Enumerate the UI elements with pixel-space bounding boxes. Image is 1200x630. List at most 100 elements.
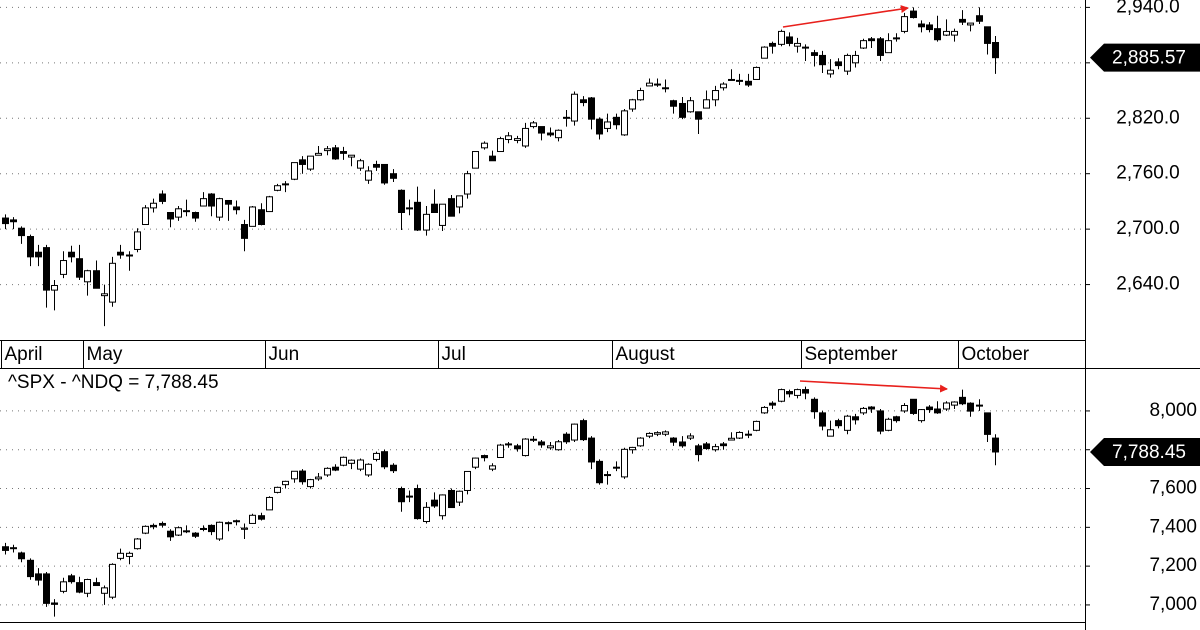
candle-body: [142, 207, 149, 226]
candle-body: [844, 54, 851, 72]
candle-body: [489, 155, 496, 162]
candle-body: [885, 418, 892, 431]
candle-body: [745, 433, 752, 436]
candle-body: [967, 402, 974, 412]
candle-body: [860, 40, 867, 49]
candle-body: [348, 459, 355, 464]
candle-body: [225, 522, 232, 525]
candle-body: [703, 99, 710, 109]
candle-body: [340, 151, 347, 154]
x-tick-label: Jun: [269, 344, 300, 365]
candle-body: [2, 546, 9, 551]
candle-body: [448, 198, 455, 217]
candle-body: [926, 24, 933, 31]
candle-body: [654, 432, 661, 435]
candle-body: [604, 474, 611, 477]
candle-body: [109, 563, 116, 598]
candle-body: [621, 110, 628, 136]
candle-body: [84, 579, 91, 594]
y-tick-label: 8,000: [1149, 400, 1197, 421]
x-tick-label: Jul: [442, 344, 466, 365]
candle-body: [992, 42, 999, 59]
candle-body: [563, 433, 570, 443]
candle-body: [802, 46, 809, 49]
candle-body: [43, 573, 50, 604]
candle-body: [348, 154, 355, 158]
candle-body: [134, 538, 141, 550]
candle-body: [489, 465, 496, 470]
candle-body: [514, 138, 521, 141]
candle-body: [216, 198, 223, 218]
candle-body: [736, 79, 743, 82]
candle-body: [497, 444, 504, 458]
candle-body: [769, 42, 776, 47]
candle-body: [175, 208, 182, 218]
candle-body: [951, 401, 958, 406]
candle-body: [266, 196, 273, 213]
candle-body: [51, 602, 58, 605]
candle-body: [150, 524, 157, 528]
candle-body: [522, 438, 529, 457]
candle-body: [159, 522, 166, 526]
candle-body: [646, 432, 653, 437]
candle-body: [852, 416, 859, 421]
candle-body: [282, 480, 289, 486]
candle-body: [324, 467, 331, 476]
candle-body: [885, 40, 892, 54]
plot-layer: 2,640.02,700.02,760.02,820.02,880.02,940…: [0, 0, 1200, 617]
candle-body: [654, 83, 661, 86]
candle-body: [18, 227, 25, 237]
y-tick-label: 2,820.0: [1116, 107, 1179, 128]
candle-body: [183, 210, 190, 213]
candle-body: [274, 185, 281, 191]
candle-body: [357, 160, 364, 169]
candle-body: [291, 162, 298, 180]
y-tick-label: 7,200: [1149, 555, 1197, 576]
candle-body: [117, 251, 124, 256]
candle-body: [588, 437, 595, 463]
candle-body: [538, 126, 545, 134]
candle-body: [10, 219, 17, 223]
candle-body: [68, 575, 75, 583]
candle-body: [530, 122, 537, 128]
candle-body: [414, 488, 421, 520]
candle-body: [629, 446, 636, 451]
candle-body: [183, 530, 190, 533]
candle-body: [918, 409, 925, 422]
tag-shape: [1090, 437, 1200, 466]
candle-body: [381, 163, 388, 184]
candle-body: [365, 463, 372, 476]
candle-body: [703, 443, 710, 450]
candle-body: [35, 573, 42, 581]
candle-body: [381, 451, 388, 468]
x-tick-label: May: [87, 344, 123, 365]
candle-body: [761, 46, 768, 59]
y-tick-label: 2,640.0: [1116, 274, 1179, 295]
candle-body: [60, 260, 67, 275]
candle-body: [340, 456, 347, 466]
candle-body: [274, 486, 281, 493]
candle-body: [456, 195, 463, 208]
candle-body: [241, 224, 248, 239]
candle-body: [786, 391, 793, 395]
last-price-label: 7,788.45: [1112, 442, 1186, 463]
candle-body: [200, 198, 207, 207]
candle-body: [390, 464, 397, 472]
candle-body: [241, 527, 248, 530]
candle-body: [637, 437, 644, 447]
candle-body: [827, 429, 834, 437]
candle-body: [720, 83, 727, 89]
candle-body: [910, 398, 917, 414]
y-tick-label: 2,760.0: [1116, 163, 1179, 184]
candle-body: [27, 236, 34, 258]
candle-body: [555, 129, 562, 139]
candle-body: [868, 38, 875, 42]
candle-body: [505, 443, 512, 446]
candle-body: [547, 445, 554, 449]
candle-body: [580, 420, 587, 441]
candle-body: [563, 116, 570, 119]
candle-body: [984, 412, 991, 435]
candle-body: [109, 262, 116, 303]
candle-body: [819, 412, 826, 427]
candle-body: [101, 293, 108, 297]
